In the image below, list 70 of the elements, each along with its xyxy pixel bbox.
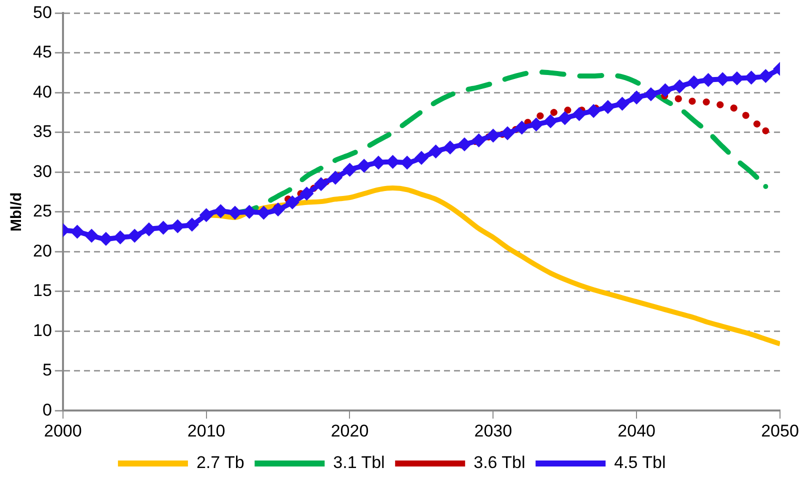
point — [544, 114, 558, 128]
y-axis-title: Mbl/d — [8, 192, 26, 232]
x-tick-label: 2030 — [474, 421, 512, 440]
point — [686, 75, 701, 90]
legend-label: 3.6 Tbl — [474, 453, 526, 472]
point — [342, 162, 357, 177]
y-tick-label: 30 — [32, 162, 52, 181]
point — [716, 72, 730, 86]
point — [457, 137, 472, 152]
point — [328, 170, 342, 185]
point — [357, 158, 372, 173]
point — [572, 107, 586, 122]
y-tick-label: 50 — [32, 2, 52, 22]
point — [242, 204, 256, 219]
point — [314, 177, 328, 192]
y-tick-label: 45 — [32, 42, 52, 62]
point — [762, 127, 770, 134]
point — [98, 232, 113, 246]
point — [228, 206, 242, 220]
point — [142, 222, 156, 236]
point — [443, 140, 458, 155]
x-tick-label: 2010 — [187, 421, 226, 440]
y-tick-label: 0 — [42, 400, 52, 420]
point — [672, 79, 687, 94]
point — [758, 68, 773, 83]
point — [600, 100, 615, 114]
point — [400, 156, 414, 170]
point — [214, 204, 228, 218]
point — [630, 90, 644, 104]
x-tick-label: 2020 — [330, 421, 369, 440]
point — [285, 195, 300, 210]
point — [558, 111, 572, 126]
point — [763, 184, 768, 189]
point — [199, 208, 214, 222]
point — [113, 230, 128, 244]
point — [371, 156, 386, 170]
y-tick-label: 20 — [32, 241, 52, 260]
point — [300, 186, 314, 201]
point — [701, 72, 716, 87]
y-tick-label: 40 — [32, 82, 52, 102]
y-tick-label: 10 — [32, 320, 52, 340]
point — [529, 117, 544, 132]
x-tick-label: 2050 — [761, 421, 799, 440]
point — [271, 202, 286, 217]
point — [70, 224, 84, 239]
point — [586, 104, 601, 118]
legend-label: 3.1 Tbl — [333, 453, 385, 472]
y-tick-label: 15 — [32, 281, 52, 300]
point — [658, 83, 672, 98]
point — [156, 220, 170, 235]
point — [472, 133, 486, 148]
point — [84, 228, 99, 243]
y-tick-label: 25 — [32, 202, 52, 221]
point — [184, 218, 199, 232]
point — [514, 120, 529, 135]
point — [414, 150, 428, 165]
point — [644, 87, 658, 102]
point — [500, 126, 515, 140]
legend-label: 2.7 Tb — [196, 453, 244, 472]
point — [128, 228, 142, 243]
x-tick-label: 2000 — [44, 421, 82, 440]
point — [170, 219, 185, 234]
x-tick-label: 2040 — [618, 421, 656, 440]
point — [428, 144, 443, 158]
legend-label: 4.5 Tbl — [614, 453, 666, 472]
point — [615, 96, 630, 111]
point — [486, 128, 500, 143]
y-tick-label: 35 — [32, 122, 52, 142]
y-tick-label: 5 — [42, 360, 52, 380]
point — [256, 206, 271, 220]
